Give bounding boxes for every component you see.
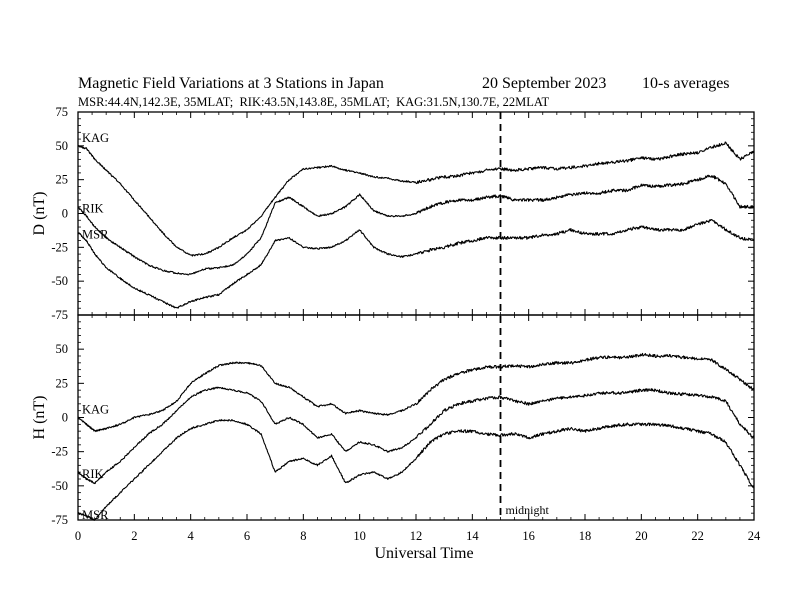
x-tick-label: 8 <box>300 529 306 543</box>
y-tick-label: 0 <box>62 411 68 425</box>
x-tick-label: 22 <box>691 529 704 543</box>
y-tick-label: 25 <box>56 173 69 187</box>
y-tick-label: 75 <box>56 105 69 119</box>
y-axis-label: D (nT) <box>31 192 48 236</box>
series-label-msr: MSR <box>82 227 109 241</box>
y-tick-label: -25 <box>51 445 68 459</box>
chart-date: 20 September 2023 <box>482 75 606 92</box>
series-line-rik <box>77 174 755 276</box>
series-label-rik: RIK <box>82 202 104 216</box>
chart-subtitle: MSR:44.4N,142.3E, 35MLAT; RIK:43.5N,143.… <box>78 95 550 109</box>
chart-averaging: 10-s averages <box>642 75 730 92</box>
x-tick-label: 14 <box>466 529 479 543</box>
series-line-msr <box>77 219 755 309</box>
series-label-kag: KAG <box>82 131 109 145</box>
y-axis-label: H (nT) <box>31 396 48 440</box>
x-tick-label: 6 <box>244 529 250 543</box>
series-line-rik <box>77 386 755 485</box>
x-tick-label: 10 <box>353 529 366 543</box>
x-axis-label: Universal Time <box>374 545 473 562</box>
y-tick-label: 50 <box>56 342 69 356</box>
x-tick-label: 2 <box>131 529 137 543</box>
chart-title: Magnetic Field Variations at 3 Stations … <box>78 75 384 92</box>
x-tick-label: 16 <box>522 529 535 543</box>
y-tick-label: 25 <box>56 376 69 390</box>
x-tick-label: 4 <box>188 529 195 543</box>
series-label-rik: RIK <box>82 467 104 481</box>
y-tick-label: -50 <box>51 274 68 288</box>
x-tick-label: 24 <box>748 529 761 543</box>
plot-area: -75 -50 -25 0 25 50 75 D (nT) KAG RIK MSR -75 -50 -25… <box>31 105 761 543</box>
y-tick-label: -75 <box>51 513 68 527</box>
y-tick-label: -25 <box>51 240 68 254</box>
series-line-msr <box>77 418 755 521</box>
series-line-kag <box>77 352 755 433</box>
x-tick-label: 12 <box>410 529 423 543</box>
midnight-label: midnight <box>506 503 550 517</box>
y-tick-label: -75 <box>51 308 68 322</box>
x-tick-label: 18 <box>579 529 592 543</box>
y-tick-label: 0 <box>62 207 68 221</box>
series-label-kag: KAG <box>82 403 109 417</box>
x-tick-label: 0 <box>75 529 81 543</box>
x-tick-label: 20 <box>635 529 648 543</box>
y-tick-label: 50 <box>56 139 69 153</box>
series-label-msr: MSR <box>82 508 109 522</box>
panel-frame-2 <box>77 314 755 521</box>
y-tick-label: -50 <box>51 479 68 493</box>
series-line-kag <box>77 141 755 257</box>
